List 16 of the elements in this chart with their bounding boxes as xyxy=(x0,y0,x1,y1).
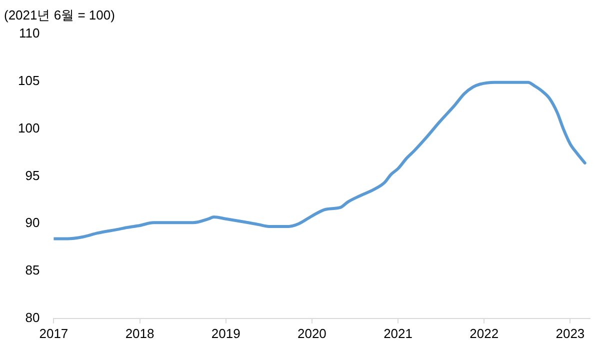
x-tick-label: 2019 xyxy=(211,326,240,341)
x-tick-label: 2017 xyxy=(39,326,68,341)
x-tick-label: 2022 xyxy=(470,326,499,341)
line-series xyxy=(54,80,586,240)
y-tick-label: 85 xyxy=(25,262,40,278)
x-tick-label: 2023 xyxy=(556,326,585,341)
x-tick-label: 2018 xyxy=(125,326,154,341)
y-tick-label: 105 xyxy=(18,72,40,88)
y-axis-title: (2021년 6월 = 100) xyxy=(4,8,115,23)
x-tick-label: 2021 xyxy=(384,326,412,341)
y-tick-label: 90 xyxy=(25,215,40,230)
x-tick-label: 2020 xyxy=(297,326,326,341)
y-tick-label: 110 xyxy=(18,26,40,41)
y-tick-label: 80 xyxy=(25,310,40,325)
y-tick-label: 95 xyxy=(25,168,40,183)
y-tick-label: 100 xyxy=(18,120,40,136)
